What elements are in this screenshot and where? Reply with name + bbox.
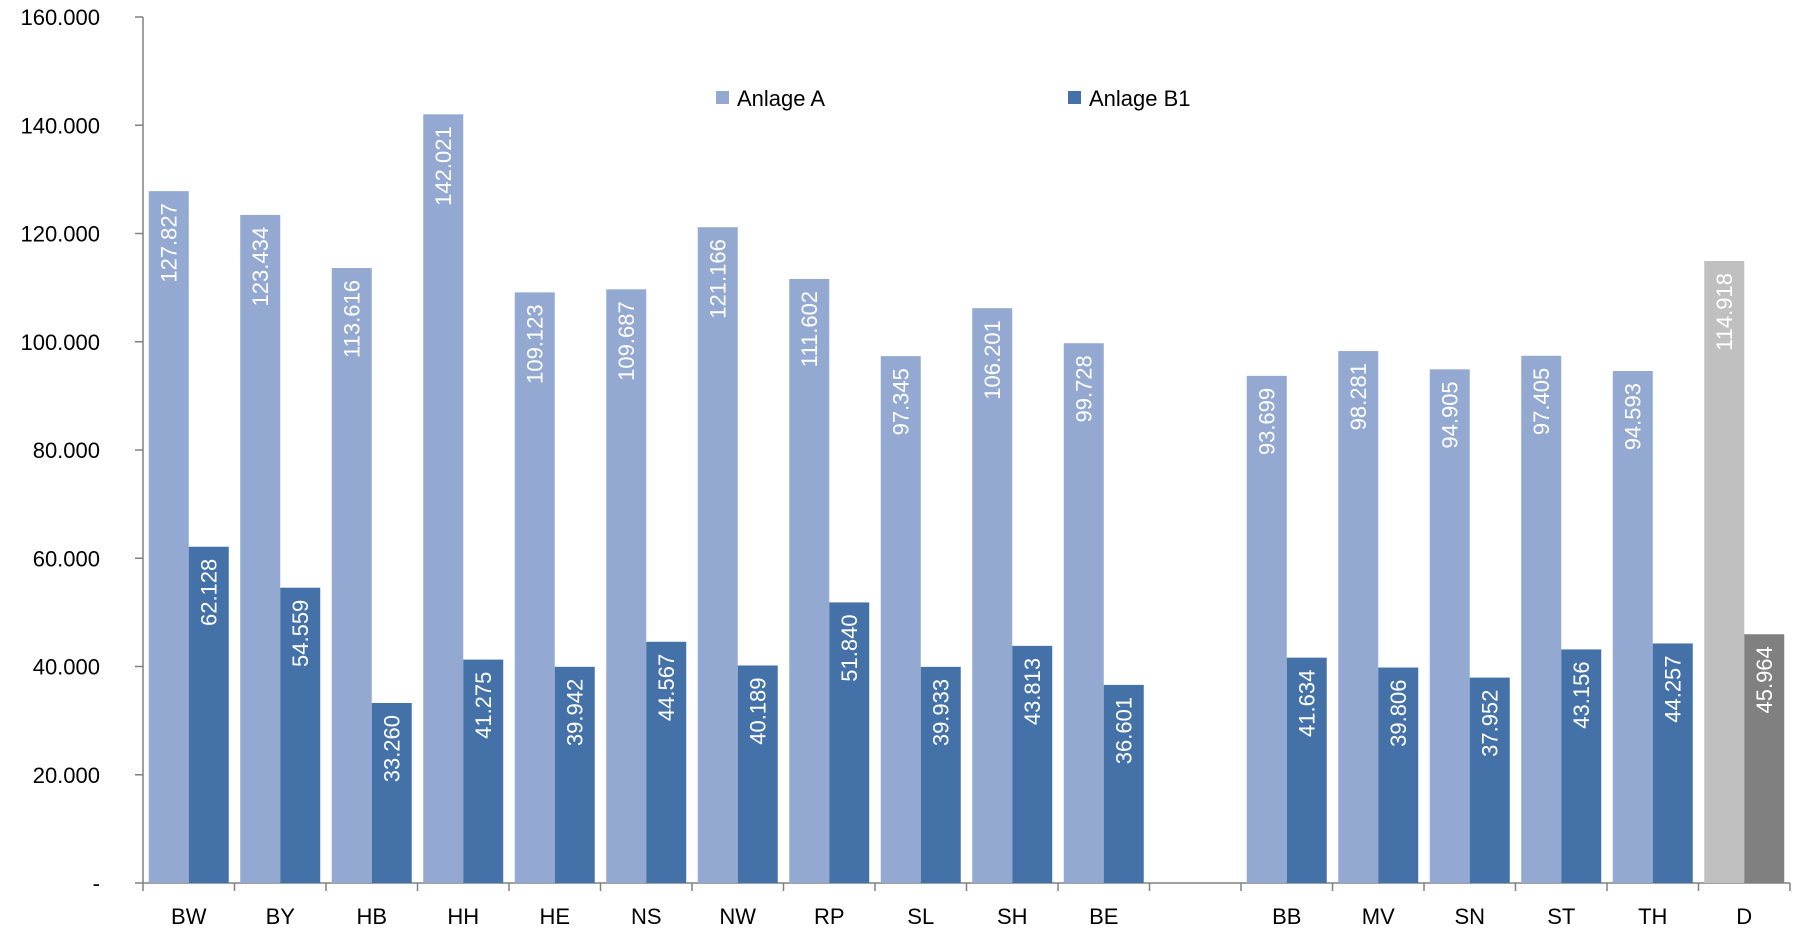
data-label: 39.933 [929,679,954,746]
data-label: 93.699 [1255,388,1280,455]
y-tick-label: - [93,871,100,896]
x-tick-label: TH [1638,904,1667,929]
data-label: 98.281 [1346,363,1371,430]
data-label: 142.021 [431,126,456,206]
x-tick-label: HE [539,904,570,929]
bar-anlage-a [149,191,189,883]
legend-swatch-anlage-a [716,91,729,104]
data-label: 111.602 [797,291,822,367]
data-label: 94.593 [1621,383,1646,450]
x-tick-label: HB [356,904,387,929]
y-tick-label: 100.000 [20,330,100,355]
data-label: 109.687 [614,301,639,381]
data-label: 99.728 [1072,355,1097,422]
y-tick-label: 160.000 [20,5,100,30]
x-tick-label: D [1736,904,1752,929]
bar-anlage-a [789,279,829,883]
data-label: 97.345 [889,368,914,435]
x-tick-label: RP [814,904,845,929]
data-label: 39.942 [563,679,588,746]
x-tick-label: HH [447,904,479,929]
x-tick-label: SN [1454,904,1485,929]
bar-anlage-a [332,268,372,883]
data-label: 36.601 [1112,697,1137,764]
x-tick-label: MV [1362,904,1395,929]
data-label: 39.806 [1386,680,1411,747]
x-tick-label: ST [1547,904,1575,929]
x-tick-label: BE [1089,904,1118,929]
data-label: 106.201 [980,320,1005,400]
legend-swatch-anlage-b1 [1068,91,1081,104]
bar-anlage-a [1064,343,1104,883]
bar-anlage-a [240,215,280,883]
data-label: 45.964 [1752,646,1777,713]
data-label: 114.918 [1712,273,1737,351]
data-label: 62.128 [197,559,222,626]
data-label: 37.952 [1478,690,1503,757]
bar-anlage-a [423,114,463,883]
y-tick-label: 140.000 [20,113,100,138]
bar-anlage-a [698,227,738,883]
data-label: 41.275 [471,672,496,739]
data-label: 113.616 [340,280,365,358]
data-label: 54.559 [288,600,313,667]
data-label: 121.166 [706,239,731,319]
x-tick-label: BB [1272,904,1301,929]
y-tick-label: 80.000 [33,438,100,463]
legend-label-anlage-b1: Anlage B1 [1089,86,1191,111]
data-label: 33.260 [380,715,405,782]
data-label: 41.634 [1295,670,1320,737]
legend-label-anlage-a: Anlage A [737,86,825,111]
data-label: 127.827 [157,203,182,283]
data-label: 51.840 [837,614,862,681]
data-label: 97.405 [1529,368,1554,435]
x-tick-label: NS [631,904,662,929]
x-tick-label: BW [171,904,207,929]
y-tick-label: 120.000 [20,222,100,247]
chart-legend: Anlage A Anlage B1 [716,86,1191,111]
data-label: 123.434 [248,227,273,307]
data-label: 43.813 [1020,658,1045,725]
data-label: 44.257 [1661,655,1686,722]
x-tick-label: BY [266,904,296,929]
data-label: 43.156 [1569,661,1594,728]
y-tick-label: 60.000 [33,546,100,571]
y-tick-label: 40.000 [33,655,100,680]
x-tick-label: NW [719,904,756,929]
y-tick-label: 20.000 [33,763,100,788]
data-label: 94.905 [1438,381,1463,448]
bar-anlage-a [1704,261,1744,883]
data-label: 109.123 [523,304,548,384]
x-tick-label: SL [907,904,934,929]
data-label: 44.567 [654,654,679,721]
x-tick-label: SH [997,904,1028,929]
data-label: 40.189 [746,677,771,744]
